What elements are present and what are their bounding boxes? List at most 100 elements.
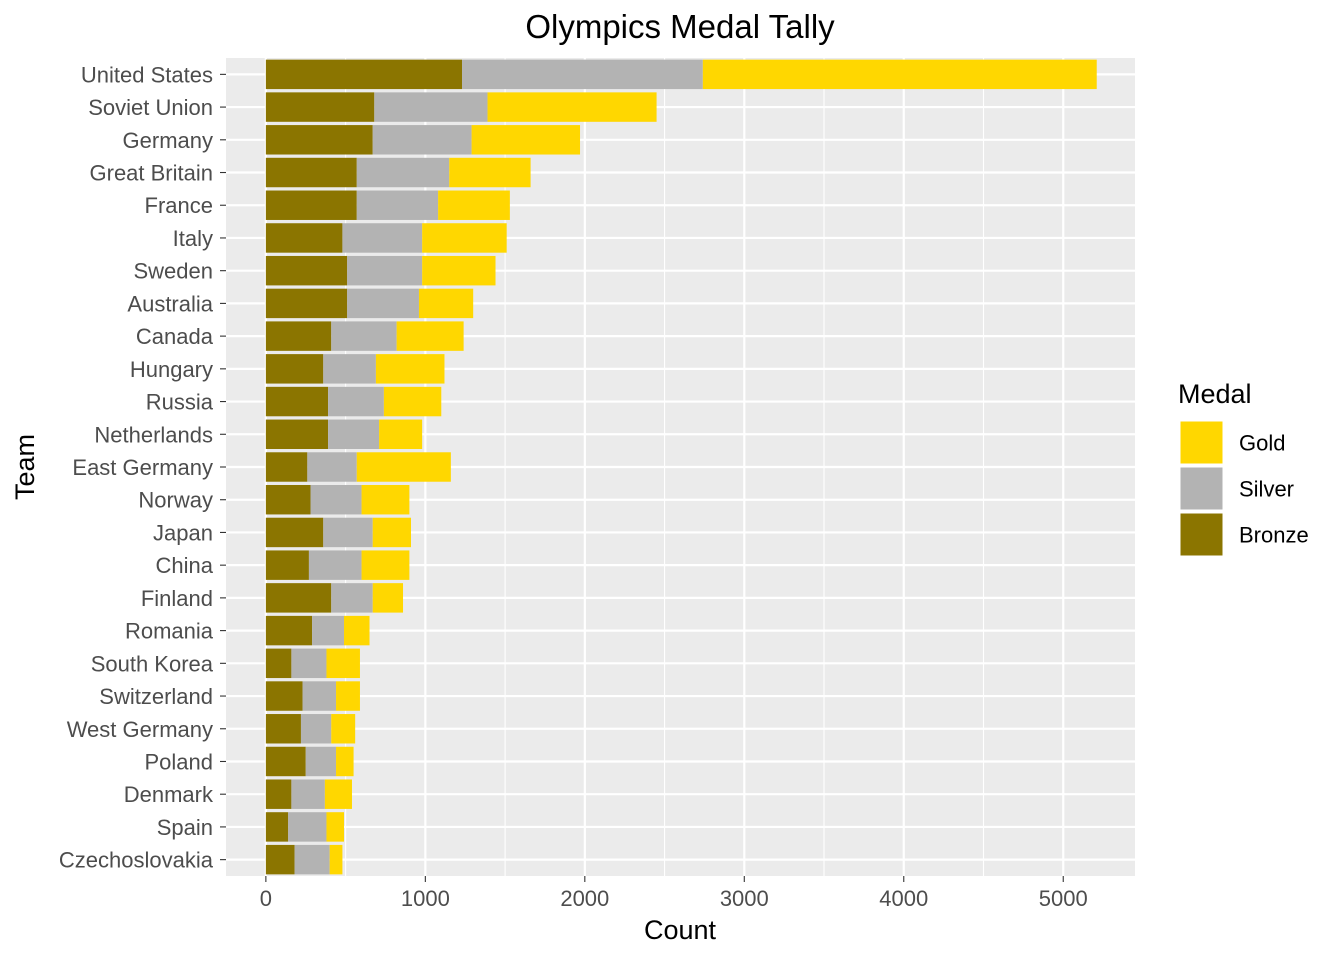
y-tick-label: United States (81, 62, 213, 87)
bar-gold (418, 288, 474, 319)
bar-bronze (265, 354, 324, 384)
bar-bronze (265, 615, 313, 646)
y-tick-label: Netherlands (94, 422, 213, 447)
x-tick-label: 3000 (720, 886, 769, 911)
bar-silver (300, 714, 332, 744)
legend-label-silver: Silver (1239, 477, 1294, 502)
bar-bronze (265, 190, 357, 220)
bar-silver (462, 59, 703, 90)
bar-bronze (265, 321, 332, 351)
bar-bronze (265, 157, 357, 188)
bar-silver (312, 615, 345, 646)
bar-gold (372, 583, 404, 613)
bar-gold (375, 354, 445, 384)
bar-gold (487, 92, 657, 122)
y-axis: United States Soviet Union Germany Great Br… (59, 62, 226, 873)
bar-silver (356, 190, 439, 220)
y-tick-label: Norway (138, 488, 213, 513)
bar-bronze (265, 92, 375, 122)
bar-bronze (265, 681, 303, 711)
bar-gold (449, 157, 531, 188)
bar-gold (422, 255, 496, 286)
bar-bronze (265, 583, 332, 613)
bar-bronze (265, 125, 373, 155)
bar-gold (361, 484, 410, 515)
bar-gold (396, 321, 464, 351)
bar-bronze (265, 812, 289, 842)
bar-silver (374, 92, 488, 122)
bar-bronze (265, 255, 348, 286)
y-tick-label: Finland (141, 586, 213, 611)
bar-gold (326, 812, 345, 842)
y-tick-label: South Korea (91, 651, 214, 676)
legend-key-gold (1179, 420, 1224, 465)
y-tick-label: Soviet Union (88, 95, 213, 120)
bar-silver (302, 681, 337, 711)
bar-silver (288, 812, 327, 842)
x-tick-label: 0 (260, 886, 272, 911)
bar-silver (331, 583, 373, 613)
bar-bronze (265, 746, 306, 777)
y-tick-label: Czechoslovakia (59, 848, 214, 873)
bar-gold (379, 419, 423, 450)
bar-gold (344, 615, 370, 646)
y-tick-label: Russia (146, 390, 214, 415)
y-tick-label: France (145, 193, 213, 218)
bar-bronze (265, 550, 309, 580)
bar-silver (291, 779, 325, 809)
y-tick-label: Hungary (130, 357, 213, 382)
bar-silver (328, 386, 384, 417)
y-tick-label: West Germany (67, 717, 213, 742)
y-tick-label: Spain (157, 815, 213, 840)
x-axis-title: Count (644, 915, 717, 945)
bar-gold (372, 517, 411, 548)
y-tick-label: Great Britain (90, 161, 214, 186)
legend-label-bronze: Bronze (1239, 523, 1309, 548)
bar-gold (331, 714, 356, 744)
bar-silver (310, 484, 362, 515)
bar-bronze (265, 288, 348, 319)
y-tick-label: East Germany (72, 455, 213, 480)
bar-silver (307, 452, 357, 482)
y-tick-label: Germany (123, 128, 213, 153)
bar-gold (471, 125, 581, 155)
bar-silver (308, 550, 362, 580)
bar-gold (383, 386, 442, 417)
major-gridlines (226, 58, 1135, 876)
y-tick-label: Japan (153, 520, 213, 545)
bar-silver (331, 321, 397, 351)
bar-gold (438, 190, 510, 220)
legend-key-silver (1179, 466, 1224, 511)
bar-silver (291, 648, 327, 679)
bar-gold (329, 844, 343, 875)
bar-bronze (265, 484, 311, 515)
bar-silver (294, 844, 330, 875)
bar-bronze (265, 714, 301, 744)
bar-gold (702, 59, 1097, 90)
chart-title: Olympics Medal Tally (525, 8, 835, 45)
y-axis-title: Team (10, 434, 40, 500)
legend-key-bronze (1179, 512, 1224, 557)
bar-bronze (265, 648, 292, 679)
bar-gold (336, 746, 354, 777)
y-tick-label: Switzerland (99, 684, 213, 709)
x-tick-label: 1000 (401, 886, 450, 911)
bar-gold (336, 681, 360, 711)
bar-silver (372, 125, 472, 155)
bar-silver (342, 223, 423, 253)
y-tick-label: Sweden (133, 259, 213, 284)
y-tick-label: Denmark (124, 782, 214, 807)
bar-silver (347, 255, 423, 286)
bar-gold (326, 648, 360, 679)
bar-bronze (265, 386, 329, 417)
x-tick-label: 2000 (560, 886, 609, 911)
y-tick-label: Italy (173, 226, 213, 251)
bar-gold (324, 779, 352, 809)
bar-silver (356, 157, 450, 188)
x-axis: 0 1000 2000 3000 4000 5000 (260, 876, 1088, 911)
bar-bronze (265, 419, 329, 450)
bar-silver (328, 419, 380, 450)
y-tick-label: Poland (144, 749, 213, 774)
legend-title: Medal (1178, 379, 1252, 409)
